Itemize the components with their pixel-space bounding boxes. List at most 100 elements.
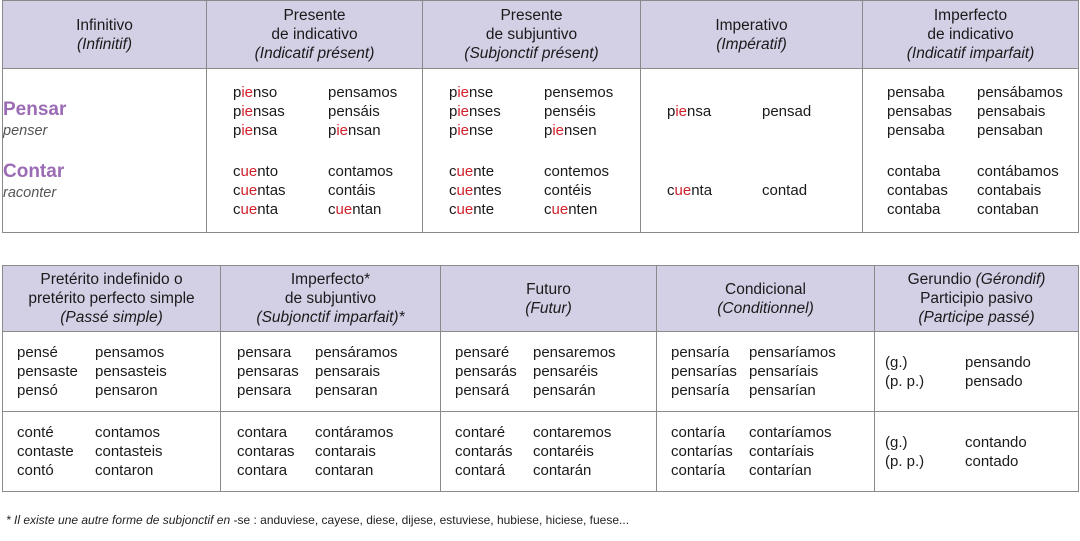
header-es: Presente: [500, 7, 563, 24]
stem-change: ue: [240, 181, 258, 199]
stem-change: ie: [457, 102, 470, 120]
header-row: Infinitivo (Infinitif) Presente de indicat…: [2, 0, 1079, 69]
verb-form: contad: [762, 181, 808, 199]
verb-form: contará: [455, 462, 506, 479]
futuro-cell: contaré contaremos contarás contaréis contar…: [440, 411, 657, 492]
verb-form: pensarías: [671, 363, 737, 380]
form-grid: pensaré pensaremos pensarás pensaréis pensar…: [441, 343, 656, 400]
stem-change: ue: [456, 200, 474, 218]
indefinido-cell: pensé pensamos pensaste pensasteis pensó pens…: [2, 331, 221, 412]
conjugation-table-bottom: Pretérito indefinido o pretérito perfecto…: [2, 265, 1079, 492]
verb-form: pensáramos: [315, 344, 398, 361]
form-grid: pensaba pensábamos pensabas pensabais pensab…: [863, 83, 1078, 140]
verb-form: contaran: [315, 462, 374, 479]
form-grid: pensaría pensaríamos pensarías pensaríais pe…: [657, 343, 874, 400]
footnote-text: -se : anduviese, cayese, diese, dijese, …: [233, 513, 630, 527]
header-fr: (Futur): [525, 299, 572, 317]
verb-form: piensa: [233, 121, 278, 139]
indefinido-cell: conté contamos contaste contasteis contó cont…: [2, 411, 221, 492]
form-grid: pienso pensamos piensas pensáis piensa piensa…: [207, 83, 422, 140]
verb-form: cuenten: [544, 200, 598, 218]
header-es: Imperativo: [715, 16, 788, 34]
gerundio-form: contando: [965, 433, 1027, 451]
conjugation-table-top: Infinitivo (Infinitif) Presente de indicat…: [2, 0, 1079, 233]
header-presente-subjuntivo: Presente de subjuntivo (Subjonctif présent…: [422, 0, 641, 69]
gerundio-cell: (g.) pensando (p. p.) pensado: [874, 331, 1079, 412]
verb-name: Pensar: [3, 98, 67, 120]
verb-form: pensaría: [671, 344, 730, 361]
verb-form: contaría: [671, 424, 726, 441]
verb-form: pensarán: [533, 382, 596, 399]
verb-form: pensara: [237, 344, 292, 361]
verb-form: pensemos: [544, 83, 614, 101]
verb-form: contaría: [671, 462, 726, 479]
header-fr: (Gérondif): [975, 271, 1046, 288]
verb-form: contabais: [977, 181, 1042, 199]
label-gerundio: (g.): [885, 433, 908, 451]
stem-change: ue: [456, 181, 474, 199]
header-es: Futuro: [526, 280, 571, 298]
verb-form: pensará: [455, 382, 510, 399]
verb-form: conté: [17, 424, 54, 441]
verb-form: pensaba: [887, 121, 945, 139]
form-grid: conté contamos contaste contasteis contó cont…: [3, 423, 220, 480]
body-row: Pensar penser Contar raconter pienso pens…: [2, 68, 1079, 233]
presente-subjuntivo-cell: piense pensemos pienses penséis piense piense…: [422, 68, 641, 233]
header-imperfecto-indicativo: Imperfecto de indicativo (Indicatif imparf…: [862, 0, 1079, 69]
verb-form: contaba: [887, 162, 941, 180]
verb-form: pensó: [17, 382, 58, 399]
header-es: de indicativo: [271, 26, 358, 43]
verb-translation: raconter: [3, 184, 57, 201]
verb-form: contara: [237, 424, 288, 441]
form-grid: piense pensemos pienses penséis piense piense…: [423, 83, 640, 140]
verb-form: contaréis: [533, 443, 594, 460]
verb-form: pensad: [762, 102, 812, 120]
verb-form: pensaran: [315, 382, 378, 399]
verb-form: contabas: [887, 181, 948, 199]
header-futuro: Futuro (Futur): [440, 265, 657, 332]
header-condicional: Condicional (Conditionnel): [656, 265, 875, 332]
verb-form: contó: [17, 462, 54, 479]
verb-form: pensaremos: [533, 344, 616, 361]
verb-form: pensamos: [95, 344, 165, 361]
verb-form: pensé: [17, 344, 58, 361]
header-es: Participio pasivo: [920, 290, 1033, 307]
verb-form: contarás: [455, 443, 513, 460]
verb-form: piensen: [544, 121, 597, 139]
verb-form: contaste: [17, 443, 74, 460]
verb-form: piensan: [328, 121, 381, 139]
stem-change: ie: [336, 121, 349, 139]
stem-change: ie: [675, 102, 688, 120]
stem-change: ue: [240, 162, 258, 180]
verb-form: pensábamos: [977, 83, 1063, 101]
header-fr: (Indicatif imparfait): [906, 45, 1035, 62]
verb-form: cuente: [449, 162, 495, 180]
header-es: Infinitivo: [76, 16, 133, 34]
verb-form: pensaban: [977, 121, 1043, 139]
header-fr: (Indicatif présent): [254, 45, 375, 62]
form-grid: cuenta contad: [641, 181, 862, 200]
verb-form: pensaría: [671, 382, 730, 399]
header-es: Imperfecto: [933, 7, 1008, 24]
form-grid: cuento contamos cuentas contáis cuenta cuenta…: [207, 162, 422, 219]
header-fr: (Impératif): [716, 35, 787, 53]
form-grid: cuente contemos cuentes contéis cuente cuente…: [423, 162, 640, 219]
footnote-text: * Il existe une autre forme de subjoncti…: [6, 513, 234, 527]
stem-change: ie: [552, 121, 565, 139]
verb-form: pensáis: [328, 102, 380, 120]
form-grid: contaba contábamos contabas contabais contab…: [863, 162, 1078, 219]
verb-form: contaríais: [749, 443, 815, 460]
verb-form: pensaron: [95, 382, 158, 399]
verb-form: contaba: [887, 200, 941, 218]
header-es: Pretérito indefinido o: [40, 271, 183, 288]
header-es: de indicativo: [927, 26, 1014, 43]
header-es: Gerundio: [907, 271, 976, 288]
verb-form: contaríamos: [749, 424, 832, 441]
header-imperfecto-subjuntivo: Imperfecto* de subjuntivo (Subjonctif impa…: [220, 265, 441, 332]
verb-form: cuente: [449, 200, 495, 218]
verb-form: pensaba: [887, 83, 945, 101]
verb-form: pensaras: [237, 363, 299, 380]
footnote: * Il existe une autre forme de subjoncti…: [6, 513, 629, 527]
verb-form: pienso: [233, 83, 278, 101]
verb-form: pensarais: [315, 363, 381, 380]
